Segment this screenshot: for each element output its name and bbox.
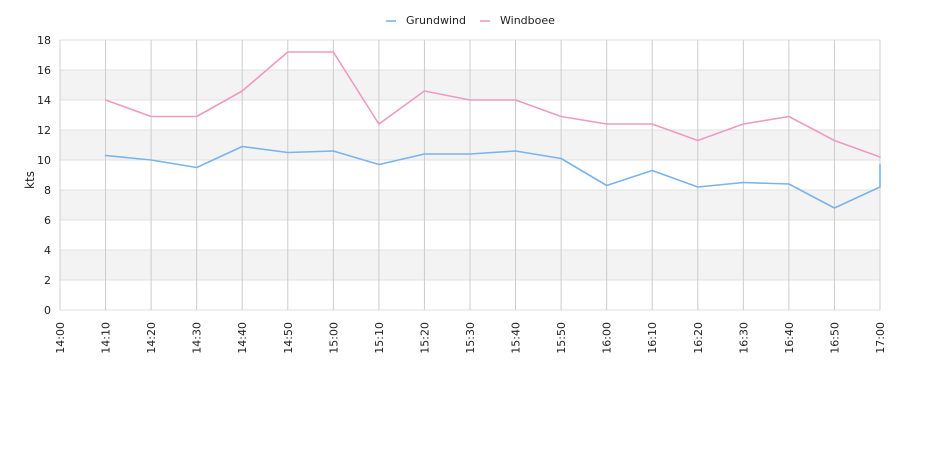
x-tick-label: 16:50 (828, 322, 841, 354)
legend-label: Windboee (500, 14, 555, 27)
x-tick-label: 15:40 (510, 322, 523, 354)
x-tick-label: 16:10 (646, 322, 659, 354)
legend: Grundwind Windboee (386, 14, 555, 27)
y-tick-label: 16 (37, 64, 51, 77)
x-tick-label: 14:40 (236, 322, 249, 354)
x-tick-label: 14:20 (145, 322, 158, 354)
x-axis-ticks: 14:00 14:10 14:20 14:30 14:40 14:50 15:00 15:10… (54, 322, 887, 354)
y-tick-label: 14 (37, 94, 51, 107)
y-tick-label: 12 (37, 124, 51, 137)
y-tick-label: 2 (44, 274, 51, 287)
y-axis-ticks: 0 2 4 6 8 10 12 14 16 18 (37, 34, 51, 317)
series-line-grundwind (104, 145, 881, 209)
legend-label: Grundwind (406, 14, 466, 27)
y-tick-label: 4 (44, 244, 51, 257)
x-tick-label: 14:10 (100, 322, 113, 354)
x-tick-label: 15:20 (418, 322, 431, 354)
y-tick-label: 0 (44, 304, 51, 317)
x-tick-label: 16:40 (783, 322, 796, 354)
x-tick-label: 16:30 (737, 322, 750, 354)
series-line-windboee (104, 51, 881, 158)
x-tick-label: 14:50 (282, 322, 295, 354)
x-tick-label: 14:00 (54, 322, 67, 354)
y-tick-label: 8 (44, 184, 51, 197)
x-tick-label: 16:00 (601, 322, 614, 354)
y-tick-label: 18 (37, 34, 51, 47)
x-tick-label: 15:00 (327, 322, 340, 354)
series-lines (104, 51, 881, 209)
y-tick-label: 10 (37, 154, 51, 167)
x-tick-label: 15:30 (464, 322, 477, 354)
x-tick-label: 15:50 (555, 322, 568, 354)
x-tick-label: 16:20 (692, 322, 705, 354)
y-tick-label: 6 (44, 214, 51, 227)
x-tick-label: 17:00 (874, 322, 887, 354)
vertical-gridlines (59, 40, 881, 310)
x-tick-label: 14:30 (191, 322, 204, 354)
x-tick-label: 15:10 (373, 322, 386, 354)
y-axis-label: kts (23, 171, 37, 189)
